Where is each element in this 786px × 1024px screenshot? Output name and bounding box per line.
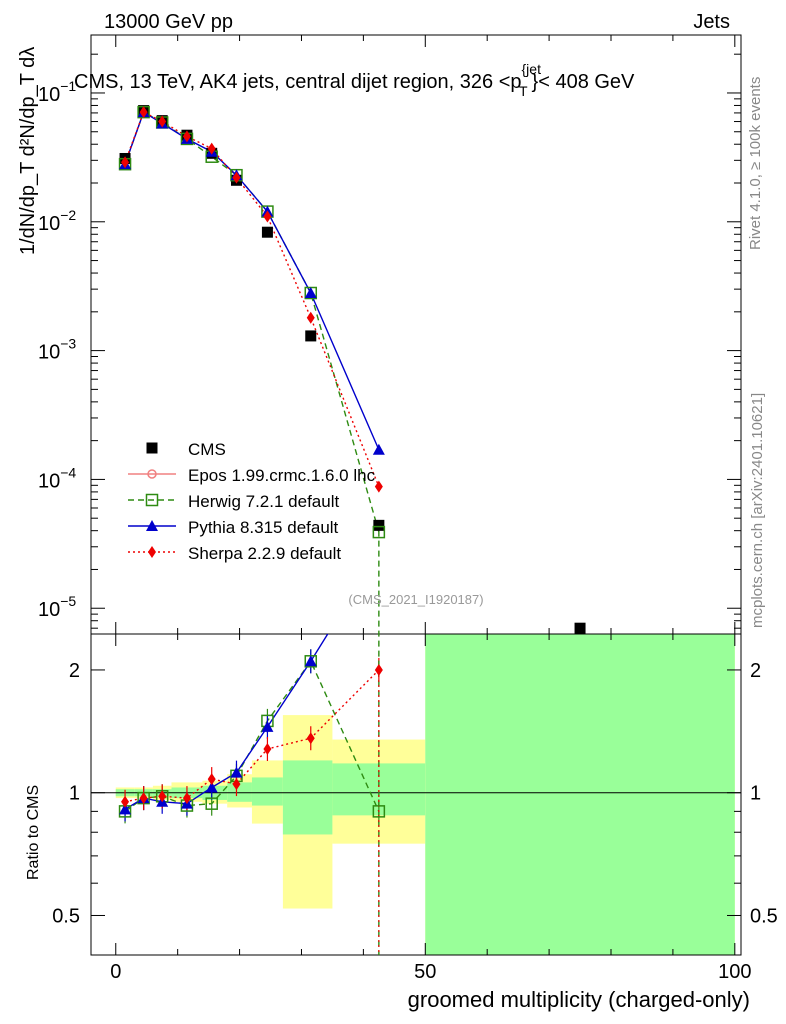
point-pythia-7 (304, 287, 317, 299)
ratio-point-pythia-5 (230, 766, 243, 778)
point-cms-6 (261, 226, 273, 238)
ratio-point-sherpa-6 (263, 742, 272, 755)
legend-marker-cms (146, 442, 158, 454)
point-sherpa-0 (121, 156, 130, 169)
ratio-tick-label-right-1: 1 (750, 783, 761, 805)
ratio-point-sherpa-8 (374, 663, 383, 676)
plot-title: CMS, 13 TeV, AK4 jets, central dijet reg… (74, 61, 635, 99)
ratio-point-sherpa-5 (232, 778, 241, 791)
point-sherpa-8 (374, 480, 383, 493)
y-axis-label: 1/dN/dp_T d²N/dp_T dλ (17, 47, 39, 255)
point-herwig-8 (372, 525, 386, 539)
line-sherpa (124, 111, 380, 487)
x-tick-label-50: 50 (414, 961, 436, 983)
category-label: Jets (693, 11, 730, 33)
ratio-tick-label-left-1: 1 (69, 783, 80, 805)
point-sherpa-1 (139, 106, 148, 119)
point-cms-9 (574, 622, 586, 634)
ratio-axis-label: Ratio to CMS (25, 785, 42, 880)
point-cms-7 (305, 330, 317, 342)
ratio-point-pythia-4 (205, 781, 218, 793)
y-tick-label-4: 10−5 (38, 593, 76, 621)
ratio-tick-label-left-0: 0.5 (52, 905, 80, 927)
band-inner-5 (227, 782, 252, 802)
y-tick-label-3: 10−4 (38, 464, 76, 492)
legend: CMS Epos 1.99.crmc.1.6.0 lhc Herwig 7.2.1 … (128, 440, 376, 563)
ratio-tick-label-left-2: 2 (69, 660, 80, 682)
ratio-point-sherpa-7 (306, 732, 315, 745)
point-cms-8 (373, 519, 385, 531)
x-tick-label-0: 0 (110, 961, 121, 983)
y-tick-label-2: 10−3 (38, 336, 76, 364)
point-sherpa-2 (158, 115, 167, 128)
legend-marker-sherpa (148, 546, 156, 558)
analysis-id: (CMS_2021_I1920187) (348, 592, 483, 607)
legend-marker-pythia (146, 520, 158, 531)
ratio-point-herwig-4 (205, 797, 218, 810)
point-sherpa-3 (182, 130, 191, 143)
point-sherpa-4 (207, 142, 216, 155)
ratio-uncertainty-bands (115, 634, 735, 955)
x-tick-label-100: 100 (718, 961, 751, 983)
ratio-point-herwig-8 (372, 805, 386, 818)
ratio-tick-label-right-2: 2 (750, 660, 761, 682)
mcplots-label: mcplots.cern.ch [arXiv:2401.10621] (749, 393, 766, 628)
plot-frames (90, 34, 742, 956)
ratio-point-sherpa-1 (139, 792, 148, 805)
point-sherpa-7 (306, 311, 315, 324)
series-markers (118, 105, 586, 818)
y-tick-label-1: 10−2 (38, 207, 76, 235)
ratio-point-sherpa-0 (121, 795, 130, 808)
band-inner-7 (282, 760, 333, 835)
ratio-point-sherpa-3 (182, 792, 191, 805)
axis-ticks: 0 50 100 10−1 10−2 10−3 10−4 10−5 0.5 0.5 1 1 2 2 (38, 35, 778, 983)
rivet-version-label: Rivet 4.1.0, ≥ 100k events (747, 77, 764, 250)
y-tick-label-0: 10−1 (38, 78, 76, 106)
ratio-point-sherpa-2 (158, 790, 167, 803)
legend-label-epos: Epos 1.99.crmc.1.6.0 lhc (188, 466, 376, 485)
collision-label: 13000 GeV pp (104, 11, 233, 33)
legend-label-sherpa: Sherpa 2.2.9 default (188, 544, 341, 563)
band-inner-9 (425, 634, 735, 955)
x-axis-label: groomed multiplicity (charged-only) (408, 987, 750, 1012)
point-sherpa-6 (263, 210, 272, 223)
ratio-frame (90, 633, 742, 956)
point-pythia-8 (372, 443, 385, 455)
line-pythia (124, 111, 380, 451)
ratio-point-pythia-7 (304, 655, 317, 667)
legend-label-pythia: Pythia 8.315 default (188, 518, 339, 537)
legend-label-cms: CMS (188, 440, 226, 459)
ratio-point-pythia-0 (119, 803, 132, 815)
legend-label-herwig: Herwig 7.2.1 default (188, 492, 339, 511)
point-sherpa-5 (232, 171, 241, 184)
legend-marker-herwig (145, 493, 159, 507)
ratio-point-pythia-6 (261, 720, 274, 732)
ratio-point-sherpa-4 (207, 773, 216, 786)
band-inner-6 (251, 777, 283, 806)
ratio-tick-label-right-0: 0.5 (750, 905, 778, 927)
